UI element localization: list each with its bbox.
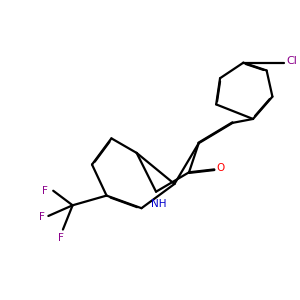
Text: F: F (42, 186, 48, 196)
Text: Cl: Cl (287, 56, 298, 66)
Text: O: O (217, 163, 225, 173)
Text: F: F (58, 233, 64, 243)
Text: F: F (39, 212, 45, 222)
Text: NH: NH (151, 199, 166, 209)
